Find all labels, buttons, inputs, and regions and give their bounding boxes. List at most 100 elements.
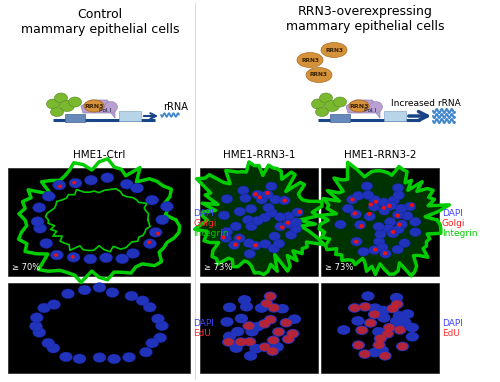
Ellipse shape	[346, 195, 358, 204]
Ellipse shape	[369, 310, 380, 318]
Ellipse shape	[246, 222, 257, 231]
Text: Increased rRNA: Increased rRNA	[391, 99, 461, 108]
Ellipse shape	[221, 227, 232, 236]
Ellipse shape	[38, 303, 51, 313]
Ellipse shape	[221, 235, 226, 240]
Ellipse shape	[32, 203, 46, 212]
Ellipse shape	[368, 202, 380, 211]
Ellipse shape	[384, 217, 396, 226]
Ellipse shape	[104, 102, 118, 113]
Ellipse shape	[390, 230, 395, 234]
Ellipse shape	[252, 216, 264, 225]
Bar	[321, 168, 439, 276]
Polygon shape	[346, 100, 380, 118]
Ellipse shape	[244, 322, 254, 330]
Ellipse shape	[265, 316, 276, 324]
Ellipse shape	[388, 305, 398, 312]
Ellipse shape	[272, 327, 285, 337]
Ellipse shape	[392, 300, 402, 308]
Ellipse shape	[266, 182, 277, 191]
Ellipse shape	[373, 248, 378, 251]
Ellipse shape	[370, 102, 382, 113]
Ellipse shape	[378, 198, 389, 207]
Ellipse shape	[93, 353, 106, 363]
Ellipse shape	[262, 190, 273, 199]
Ellipse shape	[312, 99, 324, 109]
Ellipse shape	[285, 230, 296, 239]
Ellipse shape	[368, 202, 373, 206]
Ellipse shape	[268, 303, 280, 313]
Ellipse shape	[69, 178, 82, 188]
Text: Golgi: Golgi	[442, 220, 466, 228]
Ellipse shape	[276, 304, 289, 314]
Ellipse shape	[368, 303, 382, 313]
Ellipse shape	[42, 191, 56, 201]
Ellipse shape	[378, 206, 390, 215]
Ellipse shape	[399, 239, 410, 248]
Ellipse shape	[320, 93, 332, 103]
Ellipse shape	[378, 351, 392, 361]
Ellipse shape	[144, 239, 156, 249]
Bar	[321, 283, 439, 373]
Ellipse shape	[410, 228, 421, 236]
Ellipse shape	[270, 195, 281, 204]
Ellipse shape	[250, 344, 262, 353]
Ellipse shape	[392, 245, 404, 254]
Ellipse shape	[156, 232, 160, 235]
Ellipse shape	[149, 228, 162, 237]
Ellipse shape	[378, 313, 390, 322]
Ellipse shape	[352, 316, 364, 326]
Ellipse shape	[230, 222, 241, 231]
Ellipse shape	[53, 180, 66, 190]
Ellipse shape	[373, 222, 384, 231]
Ellipse shape	[48, 300, 60, 309]
Ellipse shape	[47, 343, 60, 353]
Ellipse shape	[140, 347, 152, 357]
Ellipse shape	[268, 337, 278, 344]
Ellipse shape	[376, 306, 390, 315]
Ellipse shape	[365, 319, 376, 327]
Ellipse shape	[382, 251, 387, 255]
Ellipse shape	[288, 314, 301, 324]
Ellipse shape	[396, 204, 407, 213]
Ellipse shape	[369, 195, 380, 204]
Ellipse shape	[269, 232, 280, 241]
Ellipse shape	[374, 334, 387, 343]
Ellipse shape	[392, 210, 404, 219]
Ellipse shape	[262, 203, 274, 212]
Ellipse shape	[401, 309, 414, 319]
Ellipse shape	[355, 325, 368, 335]
Ellipse shape	[240, 194, 251, 202]
Ellipse shape	[316, 107, 328, 117]
Text: RRN3: RRN3	[301, 58, 319, 63]
Ellipse shape	[78, 285, 91, 295]
Ellipse shape	[278, 196, 290, 205]
Bar	[8, 283, 190, 373]
Ellipse shape	[342, 204, 354, 213]
Ellipse shape	[233, 243, 237, 247]
Ellipse shape	[126, 249, 140, 258]
Ellipse shape	[396, 214, 400, 218]
Ellipse shape	[372, 327, 386, 337]
Text: Golgi: Golgi	[193, 220, 216, 228]
Ellipse shape	[406, 323, 419, 332]
Ellipse shape	[101, 173, 114, 183]
Ellipse shape	[352, 191, 364, 200]
Ellipse shape	[236, 236, 241, 240]
Ellipse shape	[283, 212, 294, 221]
Ellipse shape	[240, 302, 253, 311]
Ellipse shape	[390, 299, 404, 309]
Text: RRN3-overexpressing
mammary epithelial cells: RRN3-overexpressing mammary epithelial c…	[286, 5, 444, 33]
Text: Integrin: Integrin	[193, 230, 228, 238]
Ellipse shape	[385, 201, 396, 210]
Ellipse shape	[410, 203, 414, 207]
Ellipse shape	[259, 213, 270, 222]
Ellipse shape	[235, 314, 248, 323]
Ellipse shape	[274, 222, 286, 231]
Ellipse shape	[362, 291, 374, 301]
Bar	[8, 168, 190, 276]
Ellipse shape	[374, 237, 385, 246]
Ellipse shape	[361, 182, 372, 191]
Ellipse shape	[258, 319, 271, 329]
Ellipse shape	[258, 342, 272, 352]
